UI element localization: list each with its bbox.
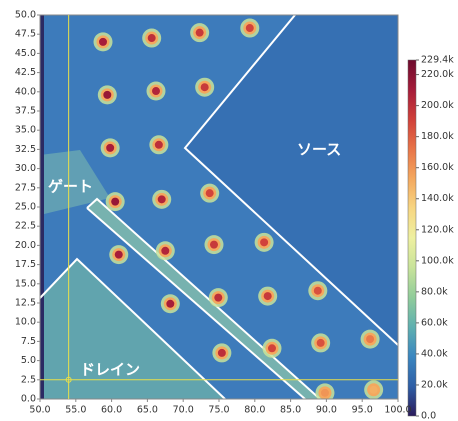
y-tick-label: 15.0 <box>15 278 36 289</box>
spot <box>246 24 254 32</box>
colorbar-tick-label: 160.0k <box>421 162 454 173</box>
y-tick-label: 27.5 <box>15 182 36 193</box>
spot <box>210 241 218 249</box>
colorbar-tick-label: 120.0k <box>421 224 454 235</box>
spot <box>264 292 272 300</box>
x-tick-label: 75.0 <box>208 405 229 416</box>
y-tick-label: 25.0 <box>15 202 36 213</box>
edge-strip <box>40 15 44 399</box>
spot <box>218 349 226 357</box>
colorbar <box>408 60 416 416</box>
x-tick-label: 85.0 <box>280 405 301 416</box>
gate-label: ゲート <box>48 178 93 196</box>
y-tick-label: 42.5 <box>15 67 36 78</box>
colorbar-tick-label: 0.0 <box>421 411 436 421</box>
drain-label: ドレイン <box>80 361 140 379</box>
y-tick-label: 7.5 <box>21 336 36 347</box>
y-tick-label: 32.5 <box>15 144 36 155</box>
spot <box>158 195 166 203</box>
spot <box>268 344 276 352</box>
spot <box>317 339 325 347</box>
x-tick-label: 80.0 <box>244 405 265 416</box>
y-tick-label: 40.0 <box>15 86 36 97</box>
spot <box>201 83 209 91</box>
spot <box>152 87 160 95</box>
y-tick-label: 37.5 <box>15 106 36 117</box>
y-tick-label: 2.5 <box>21 374 36 385</box>
spot <box>214 294 222 302</box>
spot <box>366 335 374 343</box>
spot <box>103 91 111 99</box>
y-tick-label: 20.0 <box>15 240 36 251</box>
colorbar-tick-label: 229.4k <box>421 55 454 66</box>
x-tick-label: 65.0 <box>137 405 158 416</box>
source-label: ソース <box>297 141 341 159</box>
y-tick-label: 35.0 <box>15 125 36 136</box>
colorbar-tick-label: 200.0k <box>421 100 454 111</box>
y-tick-label: 5.0 <box>21 355 36 366</box>
y-tick-label: 17.5 <box>15 259 36 270</box>
x-tick-label: 60.0 <box>101 405 122 416</box>
spot <box>99 38 107 46</box>
spot <box>314 287 322 295</box>
spot <box>206 189 214 197</box>
y-tick-label: 22.5 <box>15 221 36 232</box>
spot <box>161 247 169 255</box>
spot <box>111 198 119 206</box>
colorbar-tick-label: 40.0k <box>421 348 448 359</box>
spot <box>370 386 378 394</box>
colorbar-tick-label: 80.0k <box>421 286 448 297</box>
chart: ゲート ソース ドレイン 50.0 55.0 60.0 65.0 70.0 75.0 80.… <box>0 0 458 421</box>
spot <box>115 251 123 259</box>
colorbar-tick-label: 100.0k <box>421 255 454 266</box>
colorbar-tick-label: 60.0k <box>421 317 448 328</box>
spot <box>260 238 268 246</box>
y-tick-label: 0.0 <box>21 394 36 405</box>
x-tick-label: 70.0 <box>173 405 194 416</box>
colorbar-tick-label: 220.0k <box>421 69 454 80</box>
spot <box>155 141 163 149</box>
x-tick-label: 100.0 <box>384 405 411 416</box>
colorbar-tick-label: 180.0k <box>421 131 454 142</box>
y-tick-label: 10.0 <box>15 317 36 328</box>
x-tick-label: 95.0 <box>352 405 373 416</box>
y-tick-label: 50.0 <box>15 10 36 21</box>
spot <box>196 29 204 37</box>
colorbar-tick-label: 140.0k <box>421 193 454 204</box>
heatmap-field <box>40 15 398 402</box>
spot <box>148 34 156 42</box>
x-tick-label: 50.0 <box>29 405 50 416</box>
x-tick-label: 55.0 <box>65 405 86 416</box>
x-tick-label: 90.0 <box>316 405 337 416</box>
y-tick-label: 12.5 <box>15 298 36 309</box>
spot <box>321 389 329 397</box>
spot <box>106 144 114 152</box>
y-tick-label: 30.0 <box>15 163 36 174</box>
y-tick-label: 45.0 <box>15 48 36 59</box>
colorbar-tick-label: 20.0k <box>421 379 448 390</box>
y-tick-label: 47.5 <box>15 29 36 40</box>
spot <box>166 300 174 308</box>
